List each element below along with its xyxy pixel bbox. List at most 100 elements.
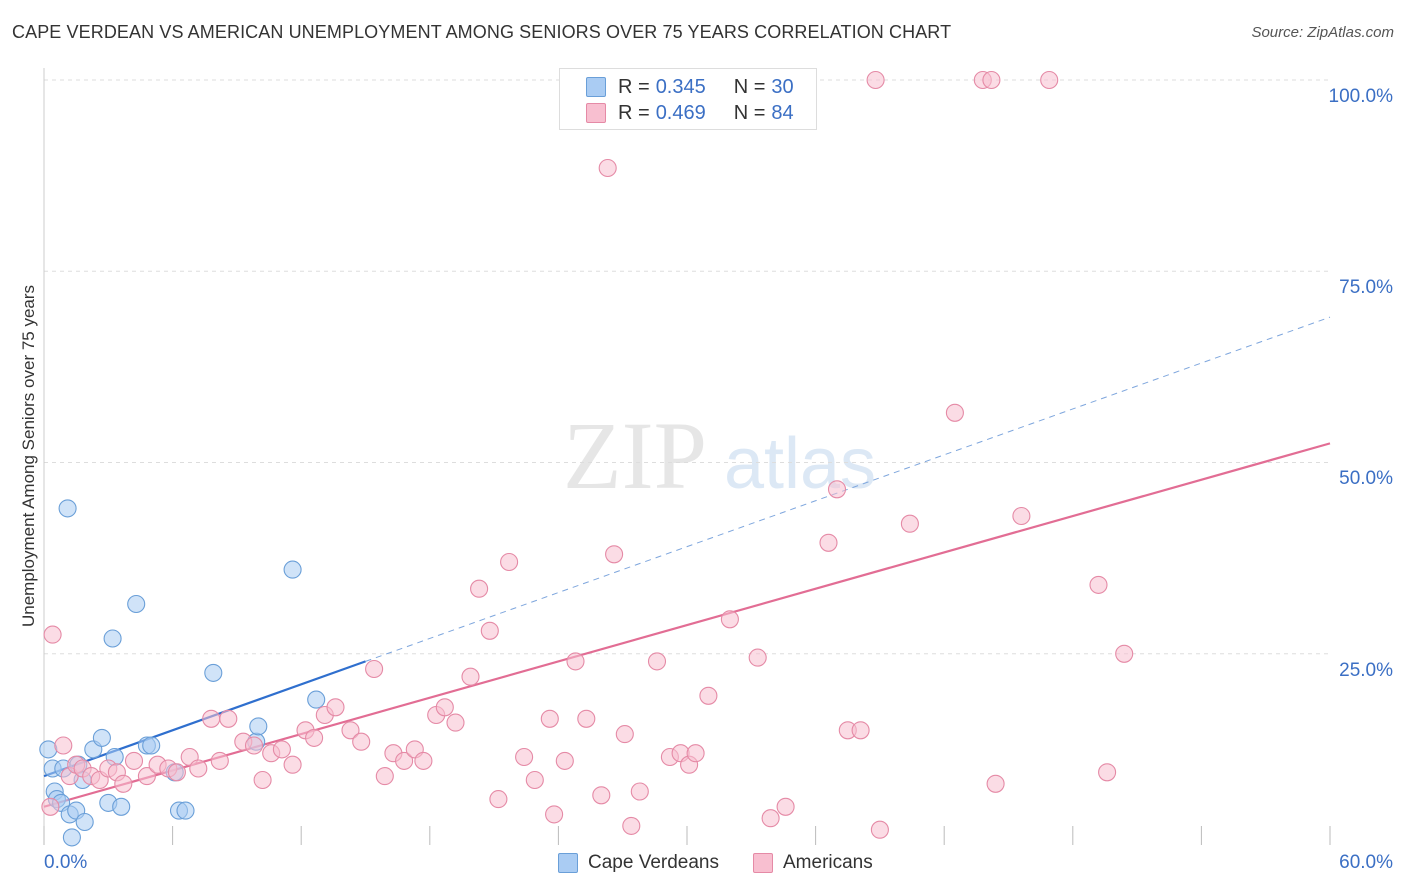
y-tick-25: 25.0% <box>1339 660 1393 681</box>
american-point <box>435 698 454 717</box>
chart-title: CAPE VERDEAN VS AMERICAN UNEMPLOYMENT AM… <box>12 22 952 42</box>
american-point <box>986 774 1005 793</box>
axes <box>43 68 1331 845</box>
legend-n-value: 84 <box>771 101 794 124</box>
american-point <box>577 709 596 728</box>
american-point <box>326 698 345 717</box>
american-point <box>1089 575 1108 594</box>
cape-verdean-point <box>75 812 94 832</box>
american-point <box>305 728 324 747</box>
cape-verdean-point <box>62 828 81 847</box>
american-point <box>414 751 433 770</box>
american-point <box>272 740 291 759</box>
american-point <box>446 713 465 732</box>
american-point <box>41 797 60 816</box>
american-point <box>566 652 585 671</box>
american-point <box>598 158 617 178</box>
american-point <box>900 514 919 533</box>
y-tick-50: 50.0% <box>1339 468 1393 489</box>
american-point <box>827 480 847 499</box>
cape-verdean-trend-extension <box>365 316 1331 662</box>
legend-swatch-pink <box>586 103 606 123</box>
cape-verdean-point <box>307 690 326 709</box>
american-point <box>202 709 221 728</box>
series-label: Cape Verdeans <box>588 852 719 873</box>
american-point <box>210 751 229 770</box>
american-point <box>592 786 611 805</box>
trend-lines <box>43 316 1331 808</box>
american-point <box>647 652 667 671</box>
cape-verdean-point <box>142 736 161 755</box>
american-point <box>365 659 384 679</box>
american-point <box>283 755 302 774</box>
watermark-zip: ZIP <box>563 402 707 509</box>
cape-verdean-point <box>176 801 195 820</box>
american-point <box>605 545 624 564</box>
american-point <box>253 770 272 790</box>
american-point <box>622 816 641 835</box>
series-swatch-blue <box>558 853 578 873</box>
american-point <box>189 759 208 778</box>
american-point <box>699 686 718 705</box>
american-point <box>1040 70 1059 90</box>
american-point <box>1115 644 1134 663</box>
american-point <box>54 736 73 755</box>
legend-n-label: N = <box>733 101 766 124</box>
american-point <box>866 70 885 90</box>
legend-row-americans: R = 0.469 N = 84 <box>586 100 794 126</box>
american-point <box>945 403 964 422</box>
american-point <box>515 747 534 767</box>
american-point <box>720 610 739 629</box>
watermark-atlas: atlas <box>724 424 876 504</box>
american-point <box>776 797 795 816</box>
american-point <box>982 70 1001 90</box>
series-swatch-pink <box>753 853 773 873</box>
legend-row-cape-verdeans: R = 0.345 N = 30 <box>586 74 794 100</box>
american-point <box>1098 763 1117 782</box>
american-point <box>341 721 360 740</box>
legend-r-value: 0.345 <box>655 75 706 98</box>
american-point <box>761 809 780 828</box>
american-point <box>500 552 519 572</box>
grid-lines <box>44 79 1330 655</box>
y-tick-100: 100.0% <box>1328 86 1393 107</box>
american-point <box>167 763 186 782</box>
legend-r-value: 0.469 <box>655 101 706 124</box>
cape-verdean-point <box>127 594 146 614</box>
cape-verdean-point <box>39 740 58 759</box>
american-point <box>244 736 264 755</box>
series-legend-cape-verdeans: Cape Verdeans <box>558 852 719 874</box>
correlation-legend: R = 0.345 N = 30 R = 0.469 N = 84 <box>559 68 817 130</box>
american-point <box>395 751 414 770</box>
source-label: Source: ZipAtlas.com <box>1251 24 1394 41</box>
american-point <box>489 790 508 809</box>
cape-verdean-point <box>103 629 122 648</box>
american-point <box>870 820 889 839</box>
american-point <box>748 648 767 667</box>
legend-n-value: 30 <box>771 75 794 98</box>
series-legend: Cape Verdeans Americans <box>558 852 907 874</box>
american-point <box>615 725 634 744</box>
american-point <box>540 709 559 728</box>
american-point <box>525 770 544 790</box>
american-point <box>630 782 649 801</box>
american-point <box>461 667 480 686</box>
american-point <box>114 774 133 793</box>
cape-verdean-point <box>249 717 268 736</box>
american-point <box>545 805 564 824</box>
series-legend-americans: Americans <box>753 852 873 874</box>
x-tick-max: 60.0% <box>1339 852 1393 873</box>
american-point <box>851 721 870 740</box>
legend-swatch-blue <box>586 77 606 97</box>
cape-verdean-point <box>58 499 77 518</box>
american-point <box>43 625 62 644</box>
american-point <box>124 751 144 770</box>
cape-verdean-point <box>283 560 302 579</box>
american-point <box>375 767 394 786</box>
series-label: Americans <box>783 852 873 873</box>
american-point <box>352 732 371 751</box>
american-point <box>480 621 499 640</box>
y-tick-75: 75.0% <box>1339 277 1393 298</box>
legend-n-label: N = <box>733 75 766 98</box>
